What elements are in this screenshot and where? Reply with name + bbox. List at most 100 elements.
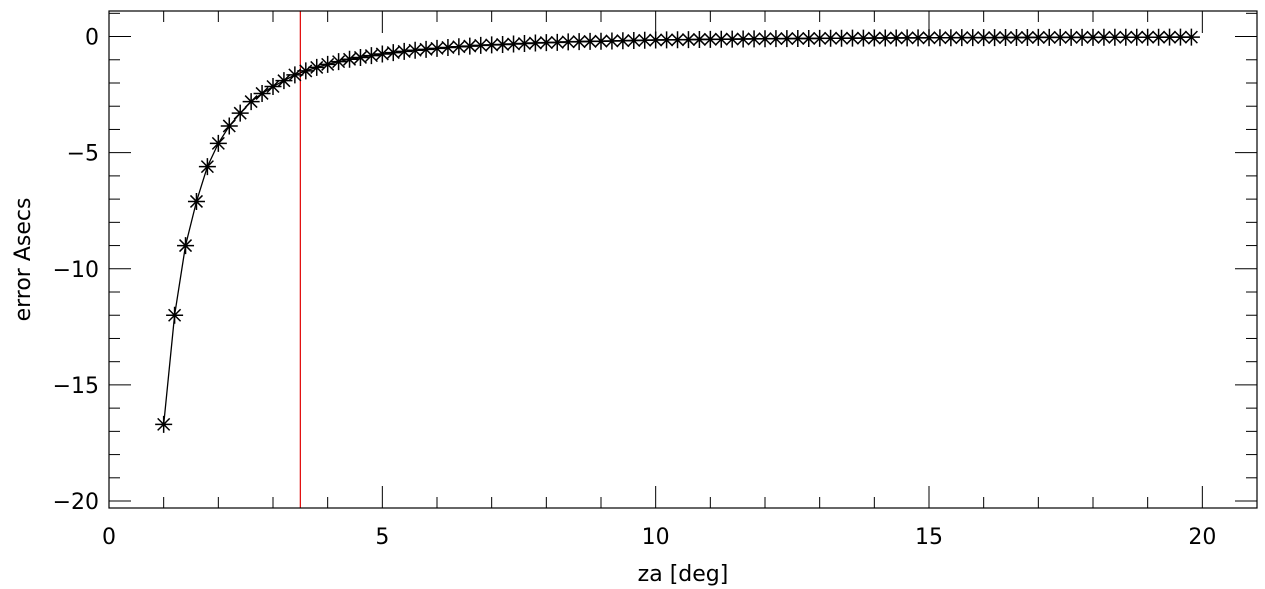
y-tick-label: −20 [53, 490, 99, 515]
data-point [428, 39, 446, 57]
data-point [341, 50, 359, 68]
x-tick-label: 15 [915, 525, 943, 550]
data-point [953, 29, 971, 47]
data-point [854, 29, 872, 47]
data-point [515, 35, 533, 53]
data-point [614, 32, 632, 50]
x-tick-label: 10 [642, 525, 670, 550]
data-point [319, 55, 337, 73]
data-point [603, 32, 621, 50]
major-ticks-group [108, 11, 1257, 508]
data-point [931, 29, 949, 47]
data-point [701, 30, 719, 48]
data-point [209, 134, 227, 152]
y-tick-label: −15 [53, 374, 99, 399]
data-point [909, 29, 927, 47]
data-point [898, 29, 916, 47]
data-point [351, 48, 369, 66]
text-group: 0 5 10 15 20 0 −5 −10 −15 −20 [53, 26, 1217, 550]
data-group [155, 11, 1200, 508]
data-point [1040, 28, 1058, 46]
data-point [483, 36, 501, 54]
data-point [220, 117, 238, 135]
data-point [1182, 28, 1200, 46]
data-point [1161, 28, 1179, 46]
data-point [920, 29, 938, 47]
data-point [723, 30, 741, 48]
data-point [187, 192, 205, 210]
data-point [581, 32, 599, 50]
data-point [1117, 28, 1135, 46]
data-point [198, 158, 216, 176]
data-point [833, 29, 851, 47]
data-point [155, 415, 173, 433]
y-tick-label: 0 [85, 26, 99, 51]
data-point [964, 29, 982, 47]
data-point [679, 31, 697, 49]
data-point [286, 66, 304, 84]
data-point [242, 93, 260, 111]
minor-ticks-group [109, 11, 1258, 508]
x-tick-label: 0 [102, 525, 116, 550]
data-point [417, 40, 435, 58]
data-point [712, 30, 730, 48]
data-point [647, 31, 665, 49]
x-tick-label: 20 [1188, 525, 1216, 550]
data-point [789, 30, 807, 48]
data-point [505, 35, 523, 53]
data-point [756, 30, 774, 48]
data-point [275, 72, 293, 90]
data-point [330, 53, 348, 71]
data-point [264, 77, 282, 95]
data-point [362, 47, 380, 65]
data-point [690, 30, 708, 48]
y-tick-label: −10 [53, 258, 99, 283]
data-point [166, 306, 184, 324]
x-axis-title: za [deg] [638, 562, 729, 587]
data-point [745, 30, 763, 48]
data-point [472, 36, 490, 54]
data-point [450, 38, 468, 56]
data-point [1073, 28, 1091, 46]
data-point [231, 104, 249, 122]
data-point [1029, 28, 1047, 46]
data-point [439, 38, 457, 56]
data-point [625, 31, 643, 49]
data-point [406, 41, 424, 59]
data-point [548, 33, 566, 51]
data-point [253, 84, 271, 102]
data-point [559, 33, 577, 51]
data-point [734, 30, 752, 48]
data-point [384, 44, 402, 62]
data-point [822, 29, 840, 47]
data-point [865, 29, 883, 47]
data-point [1150, 28, 1168, 46]
data-point [494, 35, 512, 53]
data-point [177, 237, 195, 255]
data-point [1051, 28, 1069, 46]
data-point [986, 29, 1004, 47]
data-point [1095, 28, 1113, 46]
data-point [1007, 28, 1025, 46]
data-point [942, 29, 960, 47]
series-line [163, 36, 1192, 425]
data-point [876, 29, 894, 47]
data-point [570, 33, 588, 51]
data-point [1139, 28, 1157, 46]
data-point [778, 30, 796, 48]
data-point [1018, 28, 1036, 46]
plot-frame [108, 10, 1258, 509]
data-point [669, 31, 687, 49]
data-point [1171, 28, 1189, 46]
data-point [997, 29, 1015, 47]
data-point [811, 29, 829, 47]
data-point [887, 29, 905, 47]
data-point [526, 34, 544, 52]
data-point [658, 31, 676, 49]
data-point [636, 31, 654, 49]
data-point [592, 32, 610, 50]
data-point [297, 62, 315, 80]
data-point [1128, 28, 1146, 46]
